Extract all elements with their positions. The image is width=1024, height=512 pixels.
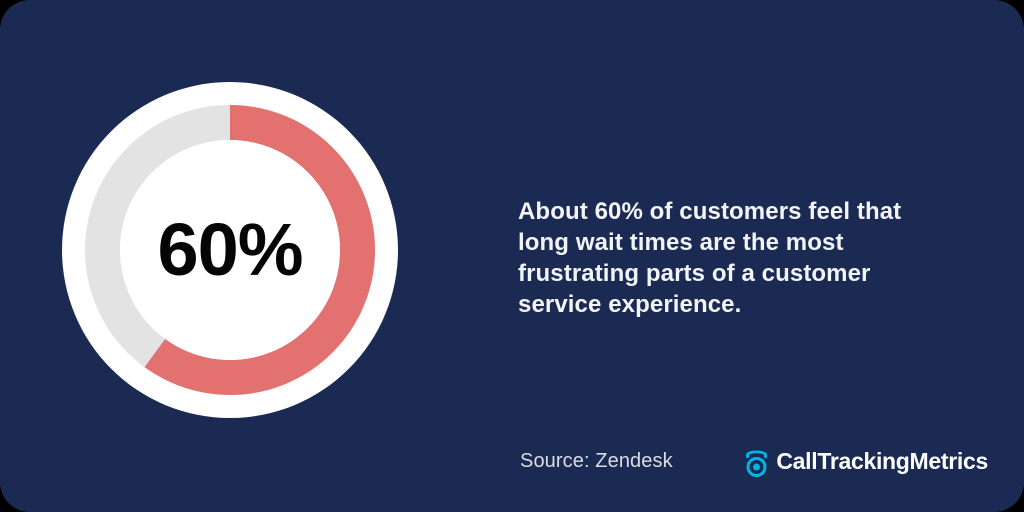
headline-line-2: long wait times are the most <box>518 229 844 256</box>
phone-circle-icon <box>746 450 768 477</box>
source-attribution: Source: Zendesk <box>520 450 673 472</box>
brand-wordmark: CallTrackingMetrics <box>776 448 988 474</box>
donut-chart-svg <box>62 82 398 418</box>
donut-segment-value <box>85 105 375 395</box>
footer: Source: Zendesk CallTrackingMetrics <box>518 446 988 486</box>
headline-line-3: frustrating parts of a customer <box>518 260 871 287</box>
content-column: About 60% of customers feel that long wa… <box>518 0 988 512</box>
donut-chart: 60% <box>62 82 398 418</box>
brand-logo: CallTrackingMetrics <box>742 446 988 477</box>
headline-line-4: service experience. <box>518 291 742 318</box>
headline-text: About 60% of customers feel that long wa… <box>518 196 943 320</box>
headline-line-1: About 60% of customers feel that <box>518 198 902 225</box>
donut-inner-hole <box>120 140 340 360</box>
